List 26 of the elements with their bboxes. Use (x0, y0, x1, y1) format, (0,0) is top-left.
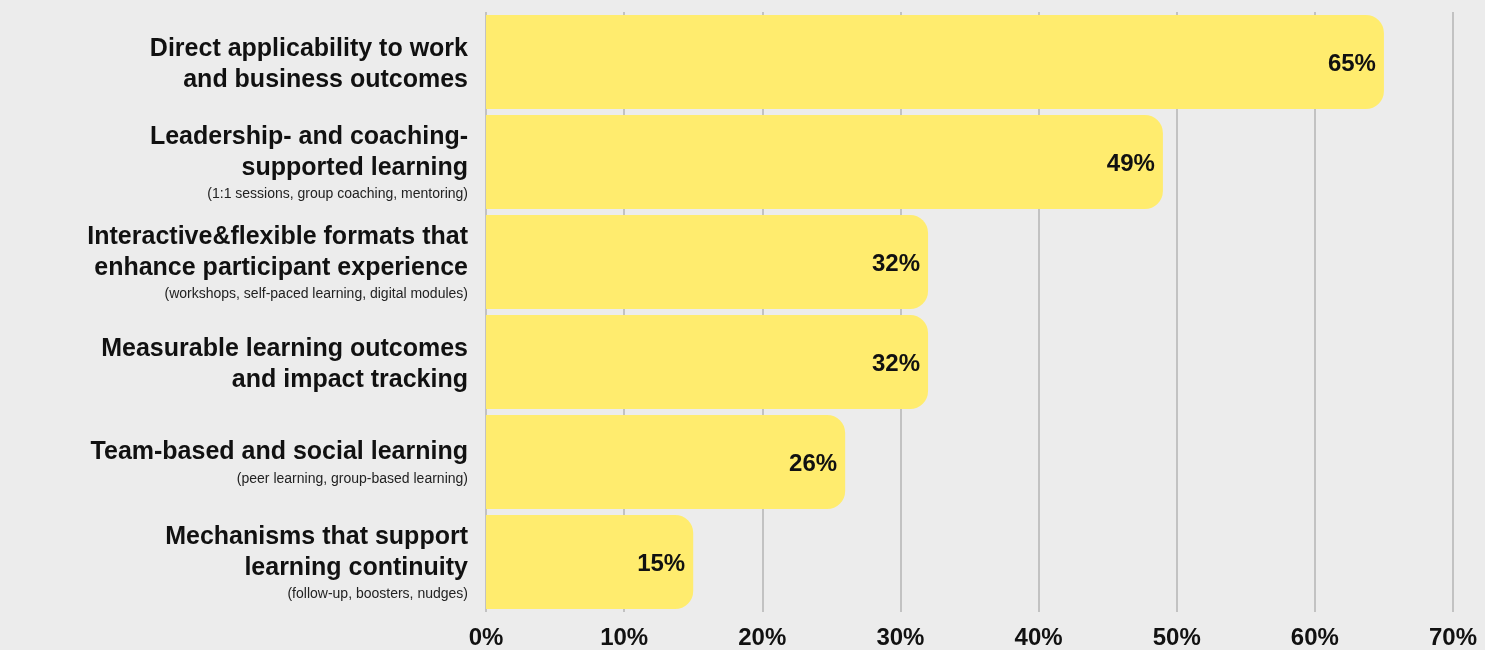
y-tick-label: Leadership- and coaching- supported learning (1:1 sessions, group coaching, mentoring) (149, 120, 468, 201)
x-tick-label: 30% (876, 622, 925, 650)
y-tick-label: Team-based and social learning (peer learning, group-based learning) (90, 436, 468, 486)
bar (486, 515, 694, 609)
y-tick-label: Measurable learning outcomes and impact tracking (101, 332, 468, 392)
y-tick-label: Mechanisms that support learning continuity (follow-up, boosters, nudges) (165, 520, 469, 601)
data-label: 26% (789, 448, 838, 476)
data-label: 15% (637, 548, 686, 576)
x-tick-label: 70% (1428, 622, 1478, 650)
data-label: 32% (872, 248, 921, 276)
x-tick-label: 0% (468, 622, 504, 650)
x-tick-label: 60% (1290, 622, 1339, 650)
x-tick-label: 50% (1152, 622, 1201, 650)
x-tick-label: 10% (600, 622, 649, 650)
data-label: 65% (1327, 48, 1376, 76)
x-tick-label: 20% (738, 622, 787, 650)
bar (486, 315, 929, 409)
y-tick-label: Interactive&flexible formats that enhance participant experience (workshops, self-paced learning, digital modules) (87, 220, 469, 301)
x-tick-label: 40% (1014, 622, 1063, 650)
data-label: 32% (872, 348, 921, 376)
bar (486, 415, 846, 509)
bar (486, 115, 1163, 209)
bar (486, 15, 1384, 109)
bar (486, 215, 929, 309)
data-label: 49% (1106, 148, 1155, 176)
y-tick-label: Direct applicability to work and business outcomes (149, 32, 469, 92)
